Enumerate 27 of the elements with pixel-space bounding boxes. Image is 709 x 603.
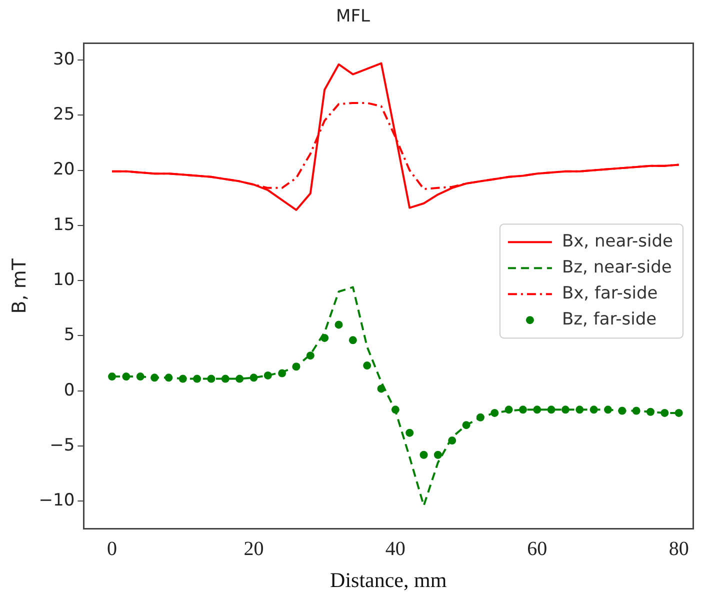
x-axis-title: Distance, mm — [330, 568, 447, 592]
y-tick-label: 25 — [53, 104, 75, 125]
x-tick-label: 0 — [107, 538, 118, 560]
point — [348, 336, 357, 344]
point — [363, 362, 372, 370]
legend-label: Bz, near-side — [562, 258, 672, 278]
legend-label: Bx, far-side — [562, 284, 658, 304]
point — [406, 428, 414, 437]
point — [420, 450, 428, 459]
point — [434, 450, 442, 459]
y-tick-label: −5 — [50, 435, 75, 456]
x-tick-label: 20 — [244, 538, 264, 560]
y-tick-label: 15 — [53, 214, 75, 235]
x-tick-label: 60 — [527, 538, 548, 560]
y-tick-label: 30 — [53, 49, 75, 70]
y-axis-title: B, mT — [8, 258, 30, 314]
y-tick-label: 20 — [53, 160, 75, 180]
y-tick-label: 10 — [53, 270, 75, 290]
legend-label: Bx, near-side — [562, 232, 674, 252]
x-tick-label: 40 — [385, 538, 406, 560]
y-tick-label: −10 — [38, 490, 75, 511]
y-tick-label: 0 — [64, 380, 75, 400]
legend-label: Bz, far-side — [562, 310, 657, 330]
y-tick-label: 5 — [64, 325, 75, 346]
x-tick-label: 80 — [668, 538, 689, 560]
point — [334, 320, 343, 329]
chart-title: MFL — [336, 6, 370, 27]
